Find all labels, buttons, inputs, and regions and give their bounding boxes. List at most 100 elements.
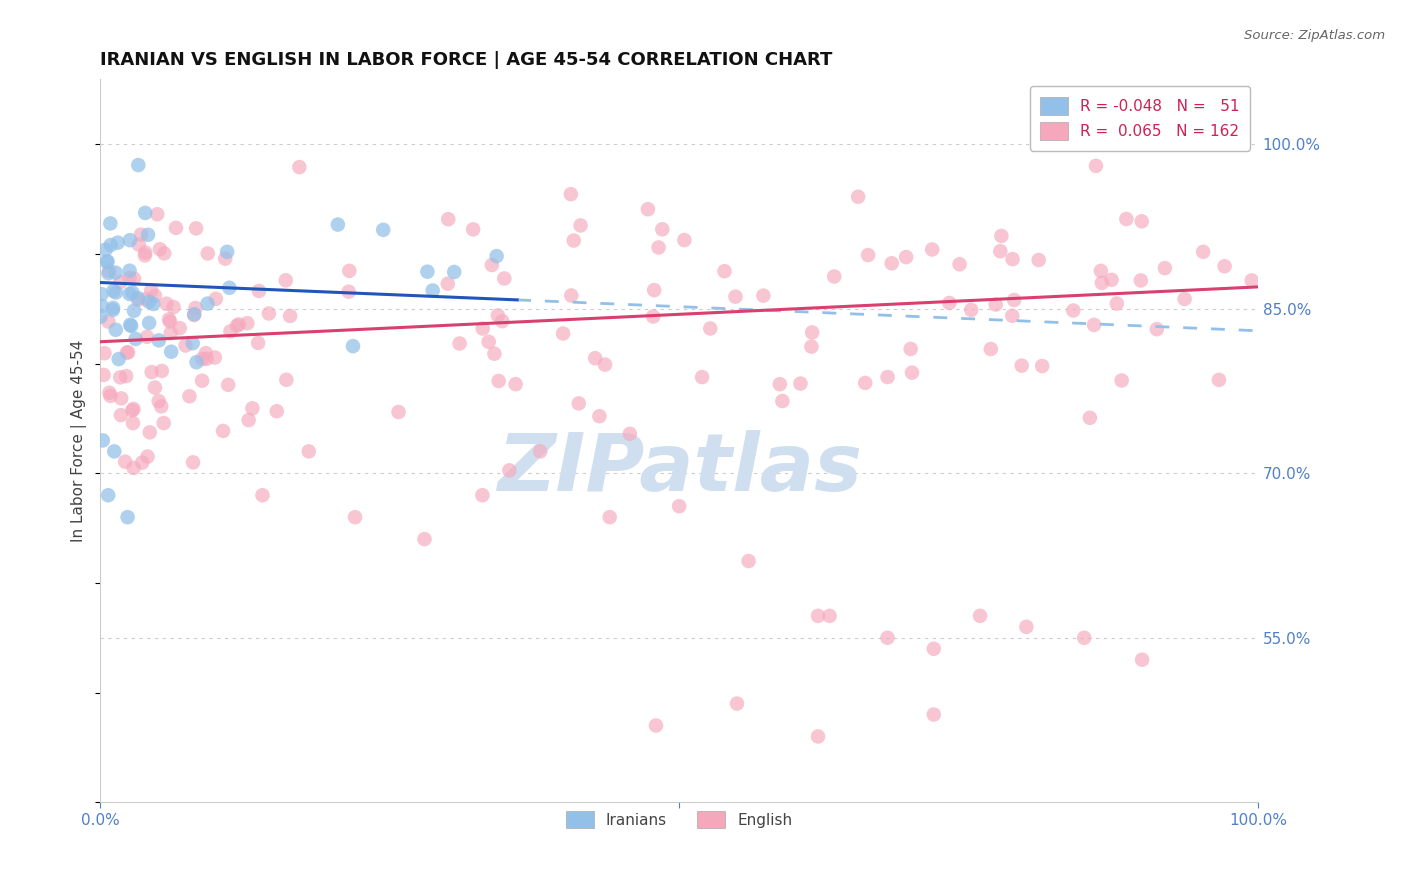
Point: [560, 288, 582, 302]
Point: [169, 321, 191, 335]
Point: [104, 323, 127, 337]
Point: [422, 284, 444, 298]
Point: [120, 318, 142, 332]
Text: IRANIAN VS ENGLISH IN LABOR FORCE | AGE 45-54 CORRELATION CHART: IRANIAN VS ENGLISH IN LABOR FORCE | AGE …: [100, 51, 832, 69]
Point: [228, 318, 250, 332]
Point: [463, 222, 485, 236]
Point: [922, 707, 945, 722]
Point: [134, 245, 156, 260]
Point: [110, 370, 132, 384]
Point: [128, 237, 150, 252]
Point: [135, 292, 157, 306]
Point: [856, 248, 879, 262]
Point: [103, 444, 125, 458]
Point: [141, 284, 163, 298]
Point: [104, 266, 127, 280]
Point: [647, 240, 669, 254]
Point: [713, 264, 735, 278]
Point: [645, 718, 668, 732]
Point: [1084, 159, 1107, 173]
Point: [257, 306, 280, 320]
Point: [1130, 653, 1153, 667]
Point: [98, 264, 121, 278]
Point: [183, 308, 205, 322]
Point: [107, 235, 129, 250]
Point: [204, 351, 226, 365]
Point: [148, 334, 170, 348]
Point: [344, 510, 367, 524]
Point: [1091, 276, 1114, 290]
Point: [1083, 318, 1105, 332]
Point: [138, 316, 160, 330]
Point: [807, 608, 830, 623]
Point: [122, 303, 145, 318]
Point: [818, 608, 841, 623]
Point: [98, 216, 121, 230]
Point: [110, 392, 132, 406]
Point: [149, 242, 172, 256]
Point: [326, 218, 349, 232]
Point: [413, 532, 436, 546]
Point: [298, 444, 321, 458]
Point: [117, 510, 139, 524]
Point: [90, 287, 112, 301]
Legend: Iranians, English: Iranians, English: [560, 805, 799, 834]
Point: [491, 314, 513, 328]
Point: [186, 355, 208, 369]
Point: [449, 336, 471, 351]
Point: [191, 374, 214, 388]
Point: [1115, 212, 1137, 227]
Point: [184, 221, 207, 235]
Point: [115, 369, 138, 384]
Point: [152, 416, 174, 430]
Point: [1028, 253, 1050, 268]
Point: [588, 409, 610, 424]
Point: [801, 326, 824, 340]
Point: [278, 309, 301, 323]
Point: [197, 296, 219, 310]
Point: [1062, 303, 1084, 318]
Point: [484, 347, 506, 361]
Point: [485, 249, 508, 263]
Point: [853, 376, 876, 390]
Point: [266, 404, 288, 418]
Point: [505, 377, 527, 392]
Point: [990, 229, 1012, 244]
Point: [226, 318, 249, 333]
Point: [242, 401, 264, 416]
Point: [212, 424, 235, 438]
Point: [136, 330, 159, 344]
Point: [194, 346, 217, 360]
Point: [138, 294, 160, 309]
Point: [876, 631, 898, 645]
Point: [179, 389, 201, 403]
Point: [90, 299, 112, 313]
Point: [90, 310, 112, 324]
Point: [96, 254, 118, 268]
Point: [150, 400, 173, 414]
Point: [724, 290, 747, 304]
Point: [274, 273, 297, 287]
Point: [789, 376, 811, 391]
Point: [121, 285, 143, 300]
Point: [134, 206, 156, 220]
Point: [118, 271, 141, 285]
Point: [1011, 359, 1033, 373]
Point: [101, 302, 124, 317]
Point: [195, 351, 218, 366]
Point: [846, 190, 869, 204]
Point: [288, 160, 311, 174]
Point: [1105, 296, 1128, 310]
Point: [131, 456, 153, 470]
Point: [107, 352, 129, 367]
Point: [165, 220, 187, 235]
Point: [443, 265, 465, 279]
Point: [97, 266, 120, 280]
Point: [181, 336, 204, 351]
Point: [569, 219, 592, 233]
Point: [969, 608, 991, 623]
Point: [948, 257, 970, 271]
Point: [114, 455, 136, 469]
Point: [217, 377, 239, 392]
Point: [894, 250, 917, 264]
